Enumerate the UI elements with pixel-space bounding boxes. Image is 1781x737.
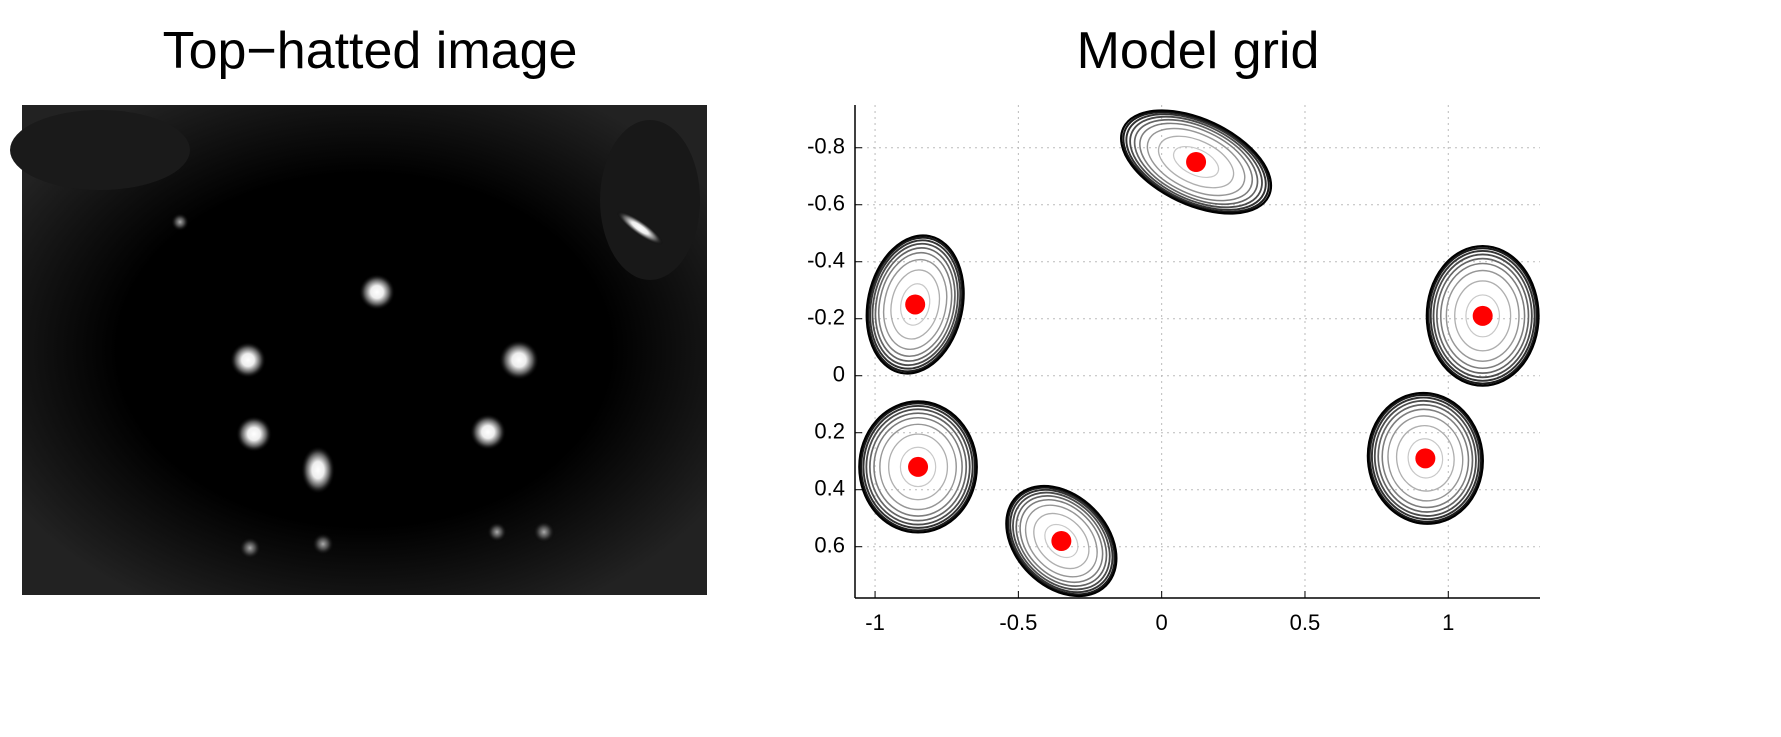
contour bbox=[1006, 486, 1116, 596]
image bbox=[10, 105, 707, 595]
contour bbox=[1370, 396, 1480, 521]
point bbox=[905, 294, 926, 315]
y-tick-label: 0 bbox=[833, 362, 845, 387]
contour bbox=[1044, 523, 1079, 559]
contour bbox=[867, 236, 964, 373]
image-title: Top−hatted image bbox=[163, 22, 578, 80]
contour bbox=[1445, 269, 1520, 362]
contour bbox=[871, 242, 959, 367]
x-tick-label: 1 bbox=[1442, 610, 1454, 635]
contour bbox=[865, 234, 965, 375]
contour bbox=[862, 404, 974, 529]
y-tick-label: -0.8 bbox=[807, 134, 845, 159]
contour bbox=[1366, 391, 1484, 525]
contour bbox=[1133, 118, 1259, 206]
contour bbox=[879, 423, 957, 511]
contour bbox=[1454, 280, 1512, 352]
contour bbox=[858, 400, 978, 534]
contour bbox=[860, 402, 977, 532]
y-tick-label: -0.2 bbox=[807, 305, 845, 330]
contour bbox=[1439, 262, 1526, 370]
contour bbox=[1425, 244, 1540, 387]
x-tick-label: 0.5 bbox=[1290, 610, 1321, 635]
contour bbox=[1015, 495, 1108, 587]
contour bbox=[1120, 109, 1273, 215]
contour bbox=[1012, 491, 1111, 591]
contour bbox=[869, 239, 962, 370]
y-tick-label: 0.6 bbox=[814, 533, 845, 558]
point bbox=[1051, 531, 1072, 552]
plot: -1 -0.5 0 0.5 1 -0.8 -0.6 -0.4 -0.2 0 0.2 0.4 0.6 bbox=[807, 105, 1540, 635]
y-tick-label: 0.4 bbox=[814, 476, 845, 501]
contour bbox=[1009, 488, 1114, 594]
contour bbox=[1033, 512, 1090, 570]
contour bbox=[900, 283, 931, 326]
contour bbox=[1465, 294, 1501, 338]
x-tick-label: -0.5 bbox=[999, 610, 1037, 635]
point bbox=[908, 456, 929, 477]
contour bbox=[882, 258, 948, 351]
contour bbox=[1395, 425, 1455, 492]
y-tick-label: -0.4 bbox=[807, 248, 845, 273]
contour bbox=[1024, 504, 1098, 578]
contour bbox=[1381, 408, 1470, 509]
contour bbox=[890, 269, 941, 340]
contour bbox=[1122, 111, 1270, 213]
x-tick-label: 0 bbox=[1156, 610, 1168, 635]
contour bbox=[1125, 113, 1267, 211]
contour bbox=[899, 446, 937, 488]
y-tick-label: 0.2 bbox=[814, 419, 845, 444]
contour bbox=[888, 433, 949, 501]
contour bbox=[1429, 249, 1536, 382]
chart-title: Model grid bbox=[1077, 22, 1320, 80]
contour bbox=[1368, 393, 1483, 523]
contour bbox=[1373, 399, 1477, 517]
contour bbox=[1129, 115, 1263, 209]
point bbox=[1415, 448, 1436, 469]
contour bbox=[1019, 498, 1104, 584]
contour bbox=[1377, 403, 1474, 513]
contour bbox=[873, 416, 963, 517]
contour bbox=[1407, 438, 1444, 479]
contour bbox=[1146, 127, 1246, 197]
contour bbox=[1139, 122, 1254, 202]
contour bbox=[1387, 415, 1464, 502]
contour bbox=[869, 412, 968, 522]
point bbox=[1472, 305, 1493, 326]
contour bbox=[874, 247, 956, 362]
contour bbox=[1427, 247, 1538, 385]
x-tick-label: -1 bbox=[865, 610, 885, 635]
contour bbox=[1435, 257, 1530, 374]
point bbox=[1186, 151, 1207, 172]
contour bbox=[1172, 145, 1220, 179]
contour bbox=[1157, 135, 1235, 189]
contour bbox=[1432, 253, 1533, 379]
contour bbox=[865, 408, 971, 526]
contour bbox=[878, 251, 953, 358]
y-tick-label: -0.6 bbox=[807, 191, 845, 216]
contour bbox=[1005, 484, 1118, 598]
